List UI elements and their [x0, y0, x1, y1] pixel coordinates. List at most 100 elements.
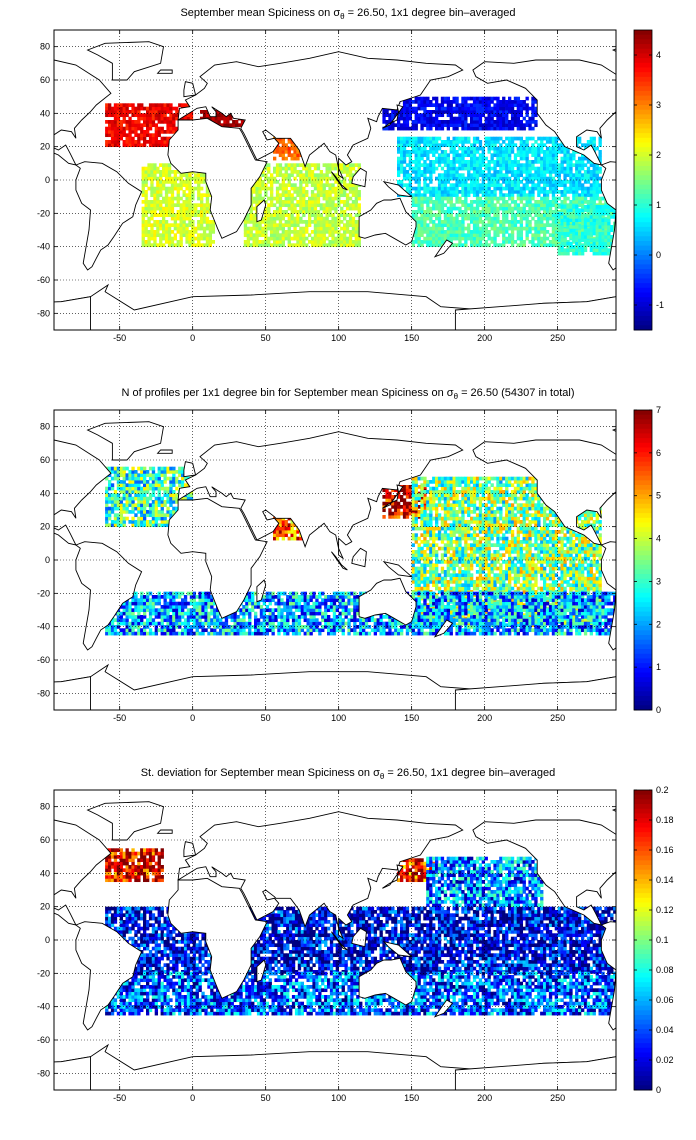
data-bin	[484, 100, 488, 104]
data-bin	[331, 190, 335, 194]
data-bin	[510, 233, 515, 238]
data-bin	[470, 230, 474, 234]
data-bin	[200, 203, 204, 208]
data-bin	[287, 200, 291, 204]
data-bin	[397, 113, 401, 118]
data-bin	[159, 226, 163, 231]
data-bin	[156, 176, 160, 181]
data-bin	[598, 228, 602, 233]
data-bin	[449, 143, 453, 148]
data-bin	[449, 226, 453, 231]
data-bin	[328, 176, 332, 181]
data-bin	[525, 176, 529, 181]
data-bin	[452, 230, 456, 234]
data-bin	[137, 466, 141, 471]
data-bin	[217, 116, 221, 121]
data-bin	[173, 203, 178, 208]
data-bin	[146, 496, 150, 501]
data-bin	[182, 233, 186, 238]
data-bin	[351, 193, 356, 198]
data-bin	[252, 233, 256, 238]
data-bin	[110, 110, 115, 114]
data-bin	[334, 180, 338, 184]
data-bin	[108, 486, 112, 491]
data-bin	[405, 143, 410, 148]
data-bin	[452, 163, 456, 168]
data-bin	[537, 166, 541, 171]
data-bin	[411, 200, 415, 204]
data-bin	[464, 186, 468, 191]
data-bin	[128, 140, 132, 144]
data-bin	[154, 126, 159, 131]
data-bin	[385, 498, 389, 503]
data-bin	[578, 226, 582, 231]
data-bin	[310, 163, 315, 168]
data-bin	[159, 240, 163, 244]
data-bin	[455, 193, 459, 198]
data-bin	[414, 110, 418, 114]
data-bin	[316, 220, 321, 224]
data-bin	[157, 493, 161, 498]
data-bin	[487, 116, 491, 121]
data-bin	[252, 213, 256, 218]
data-bin	[607, 208, 611, 213]
colorbar-swatch	[634, 142, 652, 148]
colorbar-swatch	[634, 301, 652, 308]
data-bin	[420, 113, 424, 118]
data-bin	[144, 223, 148, 228]
data-bin	[325, 230, 329, 234]
data-bin	[261, 216, 265, 221]
data-bin	[420, 96, 424, 101]
data-bin	[510, 113, 515, 118]
data-bin	[586, 228, 591, 233]
data-bin	[569, 248, 573, 253]
data-bin	[543, 186, 547, 191]
data-bin	[563, 160, 567, 164]
data-bin	[519, 136, 524, 141]
data-bin	[293, 146, 297, 151]
data-bin	[586, 186, 591, 191]
data-bin	[545, 216, 550, 221]
data-bin	[154, 480, 159, 484]
data-bin	[182, 223, 186, 228]
data-bin	[144, 210, 148, 214]
data-bin	[119, 510, 124, 514]
data-bin	[563, 183, 567, 188]
data-bin	[548, 223, 553, 228]
data-bin	[505, 203, 509, 208]
data-bin	[287, 190, 291, 194]
data-bin	[334, 243, 338, 248]
colorbar-swatch	[634, 278, 652, 284]
data-bin	[467, 126, 471, 131]
data-bin	[452, 160, 456, 164]
data-bin	[400, 170, 404, 174]
data-bin	[499, 103, 503, 108]
data-bin	[435, 116, 439, 121]
data-bin	[290, 526, 294, 531]
data-bin	[220, 113, 224, 118]
data-bin	[131, 470, 135, 474]
data-bin	[572, 225, 576, 229]
data-bin	[414, 193, 418, 198]
data-bin	[411, 196, 415, 201]
data-bin	[293, 203, 297, 208]
data-bin	[278, 153, 283, 158]
data-bin	[191, 233, 195, 238]
data-bin	[496, 220, 500, 224]
data-bin	[440, 106, 445, 111]
data-bin	[458, 200, 462, 204]
data-bin	[443, 236, 448, 241]
data-bin	[522, 166, 526, 171]
data-bin	[134, 470, 138, 474]
data-bin	[281, 156, 286, 161]
data-bin	[162, 200, 166, 204]
data-bin	[472, 213, 477, 218]
data-bin	[391, 511, 395, 516]
data-bin	[446, 100, 451, 104]
data-bin	[319, 170, 324, 174]
data-bin	[461, 116, 465, 121]
data-bin	[496, 100, 500, 104]
data-bin	[490, 223, 494, 228]
data-bin	[153, 220, 157, 224]
colorbar-tick-label: -1	[656, 300, 664, 310]
